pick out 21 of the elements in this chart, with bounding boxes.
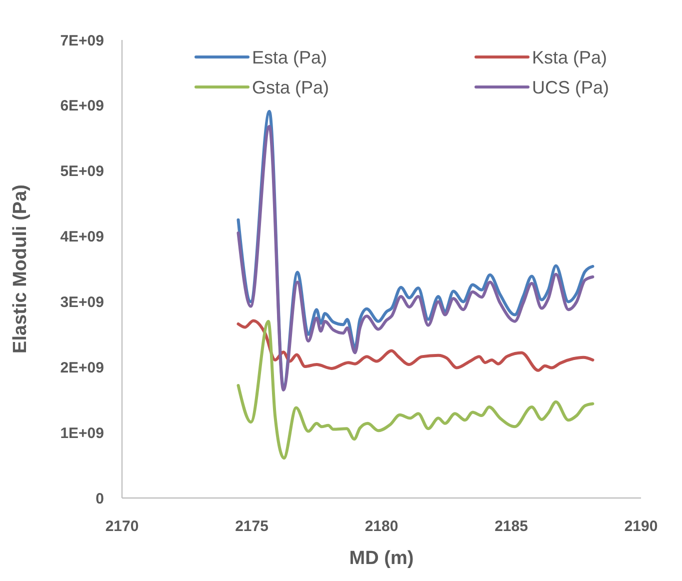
y-tick-label: 5E+09 bbox=[60, 163, 104, 180]
y-axis-title: Elastic Moduli (Pa) bbox=[10, 184, 31, 354]
y-tick-label: 6E+09 bbox=[60, 98, 104, 115]
y-tick-label: 7E+09 bbox=[60, 32, 104, 50]
x-tick-label: 2175 bbox=[235, 518, 268, 535]
legend-label: Ksta (Pa) bbox=[532, 47, 608, 68]
y-tick-label: 4E+09 bbox=[60, 228, 104, 246]
x-tick-label: 2180 bbox=[364, 518, 398, 535]
legend-label: UCS (Pa) bbox=[532, 77, 610, 98]
x-tick-label: 2190 bbox=[624, 518, 658, 535]
y-tick-label: 1E+09 bbox=[60, 424, 104, 442]
y-tick-label: 3E+09 bbox=[60, 294, 104, 311]
y-tick-label: 2E+09 bbox=[60, 359, 104, 376]
y-tick-label: 0 bbox=[96, 490, 104, 508]
line-series bbox=[236, 319, 594, 372]
x-tick-label: 2185 bbox=[494, 518, 528, 535]
x-axis-title: MD (m) bbox=[349, 548, 414, 569]
legend-label: Gsta (Pa) bbox=[252, 77, 330, 98]
legend-label: Esta (Pa) bbox=[252, 47, 328, 68]
x-tick-label: 2170 bbox=[105, 518, 139, 535]
line-series bbox=[236, 320, 594, 460]
